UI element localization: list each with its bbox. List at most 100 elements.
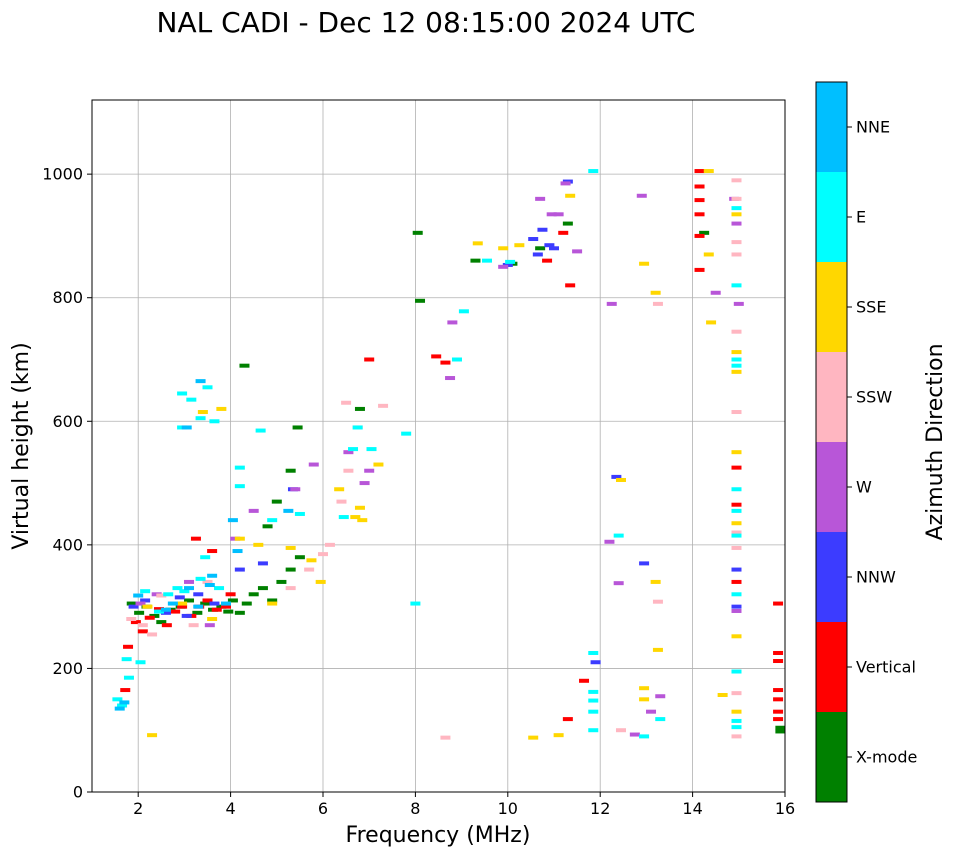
- data-point-e: [588, 698, 599, 703]
- data-point-vertical: [153, 607, 164, 612]
- data-point-vertical: [144, 615, 155, 620]
- data-point-nnw: [209, 601, 220, 606]
- data-point-sse: [234, 536, 245, 541]
- chart-title: NAL CADI - Dec 12 08:15:00 2024 UTC: [157, 6, 696, 39]
- data-point-e: [123, 675, 134, 680]
- data-point-nnw: [532, 252, 543, 257]
- data-point-sse: [357, 518, 368, 523]
- data-point-e: [482, 258, 493, 263]
- data-point-ssw: [731, 530, 742, 535]
- data-point-nne: [181, 425, 192, 430]
- data-point-vertical: [694, 267, 705, 272]
- data-point-x-mode: [271, 499, 282, 504]
- data-point-sse: [514, 243, 525, 248]
- data-point-sse: [216, 406, 227, 411]
- colorbar-swatch: [816, 172, 847, 262]
- data-point-vertical: [694, 184, 705, 189]
- data-point-nne: [133, 593, 144, 598]
- data-point-w: [546, 212, 557, 217]
- data-point-ssw: [304, 567, 315, 572]
- data-point-w: [646, 709, 657, 714]
- data-point-nnw: [234, 567, 245, 572]
- data-point-e: [121, 657, 132, 662]
- data-point-e: [352, 425, 363, 430]
- plot-area: [92, 100, 785, 792]
- data-point-w: [184, 579, 195, 584]
- data-point-nne: [167, 601, 178, 606]
- data-point-x-mode: [775, 725, 786, 730]
- data-point-x-mode: [276, 579, 287, 584]
- y-tick-label: 0: [73, 783, 83, 802]
- data-point-e: [112, 697, 123, 702]
- data-point-w: [606, 301, 617, 306]
- data-point-nnw: [160, 610, 171, 615]
- data-point-sse: [703, 252, 714, 257]
- data-point-e: [731, 206, 742, 211]
- data-point-sse: [650, 290, 661, 295]
- data-point-vertical: [694, 169, 705, 174]
- data-point-ssw: [318, 552, 328, 557]
- data-point-e: [202, 385, 213, 390]
- data-point-e: [234, 484, 245, 489]
- data-point-e: [588, 650, 599, 655]
- data-point-nnw: [590, 660, 601, 665]
- data-point-sse: [142, 604, 153, 609]
- data-point-sse: [373, 462, 384, 467]
- data-point-sse: [731, 709, 742, 714]
- data-point-vertical: [565, 283, 576, 288]
- data-point-w: [604, 539, 615, 544]
- data-point-sse: [639, 697, 650, 702]
- x-tick-label: 12: [590, 799, 610, 818]
- data-point-nnw: [174, 595, 185, 600]
- data-point-ssw: [731, 252, 742, 257]
- colorbar-tick-label: W: [856, 478, 872, 497]
- data-point-e: [639, 734, 650, 739]
- data-point-sse: [334, 487, 345, 492]
- data-point-vertical: [120, 688, 131, 693]
- data-point-nne: [204, 583, 215, 588]
- colorbar-frame: [815, 81, 848, 803]
- data-point-e: [255, 428, 266, 433]
- colorbar-tick-label: SSW: [856, 388, 892, 407]
- data-point-sse: [350, 515, 361, 520]
- data-point-e: [135, 660, 146, 665]
- data-point-sse: [553, 733, 564, 738]
- x-tick-label: 8: [410, 799, 420, 818]
- data-point-x-mode: [292, 425, 303, 430]
- data-point-vertical: [562, 717, 573, 722]
- data-point-vertical: [773, 650, 784, 655]
- data-point-ssw: [285, 586, 296, 591]
- data-point-ssw: [137, 623, 148, 628]
- data-point-vertical: [731, 502, 742, 507]
- y-tick-label: 400: [52, 535, 83, 554]
- data-point-sse: [703, 169, 714, 174]
- colorbar-tick-label: SSE: [856, 298, 886, 317]
- data-point-e: [731, 363, 742, 368]
- data-point-sse: [354, 505, 365, 510]
- data-point-w: [560, 181, 571, 186]
- colorbar-swatch: [816, 712, 847, 802]
- data-point-vertical: [130, 620, 141, 625]
- data-point-sse: [197, 410, 208, 415]
- data-point-e: [731, 592, 742, 597]
- x-tick-label: 4: [226, 799, 236, 818]
- data-point-ssw: [731, 691, 742, 696]
- data-point-x-mode: [699, 230, 710, 235]
- data-point-nne: [119, 700, 130, 705]
- data-point-ssw: [652, 301, 663, 306]
- data-point-w: [613, 581, 624, 586]
- data-point-w: [498, 264, 509, 269]
- data-point-vertical: [225, 592, 236, 597]
- colorbar-swatch: [816, 442, 847, 532]
- data-point-sse: [639, 261, 650, 266]
- data-point-sse: [147, 733, 158, 738]
- data-point-nnw: [549, 246, 559, 251]
- data-point-e: [366, 447, 377, 452]
- data-point-x-mode: [415, 298, 426, 303]
- data-point-x-mode: [134, 610, 145, 615]
- data-point-x-mode: [294, 555, 305, 560]
- data-point-nnw: [257, 561, 268, 566]
- data-point-e: [172, 586, 183, 591]
- data-point-sse: [207, 617, 218, 621]
